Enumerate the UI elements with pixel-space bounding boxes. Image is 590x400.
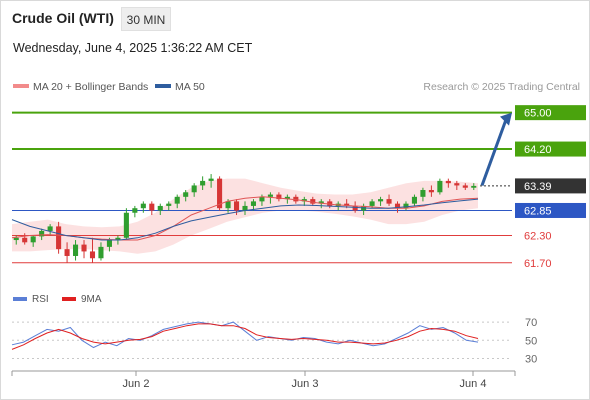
level-label: 64.20	[524, 144, 552, 156]
projection-arrowhead	[500, 112, 512, 126]
candle-body	[386, 199, 392, 204]
x-tick-label: Jun 4	[460, 378, 487, 390]
candle-body	[132, 208, 138, 213]
candle-body	[318, 201, 324, 204]
candle-body	[284, 196, 290, 200]
candle-body	[454, 183, 460, 186]
candle-body	[411, 196, 417, 204]
price-chart: 65.00 64.20 63.39 62.85 62.30 61.70	[11, 105, 586, 270]
candle-body	[47, 226, 53, 231]
legend-label-9ma: 9MA	[81, 294, 102, 305]
rsi-tick-label: 30	[525, 353, 537, 365]
level-label: 62.85	[524, 205, 552, 217]
legend-label-ma50: MA 50	[175, 81, 205, 93]
candle-body	[225, 201, 231, 209]
candle-body	[183, 192, 189, 197]
candle-body	[344, 203, 350, 206]
candle-body	[259, 196, 265, 202]
candle-body	[191, 185, 197, 193]
candle-body	[208, 178, 214, 181]
level-label: 65.00	[524, 108, 552, 120]
candle-body	[123, 212, 129, 238]
candle-body	[233, 201, 240, 211]
x-tick-label: Jun 3	[292, 378, 319, 390]
candle-body	[267, 194, 273, 197]
candle-body	[420, 190, 426, 197]
candle-body	[56, 226, 62, 250]
candle-body	[81, 244, 87, 252]
candle-body	[39, 230, 45, 237]
rsi-tick-label: 70	[525, 317, 537, 329]
candle-body	[217, 178, 223, 209]
candle-body	[89, 251, 96, 259]
candle-body	[301, 199, 307, 202]
level-label: 63.39	[524, 181, 552, 193]
candle-body	[174, 196, 180, 204]
candle-body	[437, 180, 443, 193]
candle-body	[403, 203, 409, 209]
candle-body	[140, 203, 146, 209]
candle-body	[394, 203, 401, 209]
projection-arrow	[480, 119, 508, 186]
candle-body	[166, 203, 172, 206]
candle-body	[352, 205, 358, 211]
rsi-series-line	[11, 323, 479, 350]
candle-body	[462, 185, 468, 188]
rsi-chart: 70 50 30	[11, 317, 537, 365]
datetime-label: Wednesday, June 4, 2025 1:36:22 AM CET	[13, 41, 253, 55]
page-title: Crude Oil (WTI)	[12, 10, 114, 26]
candle-body	[369, 201, 375, 206]
candle-body	[22, 237, 28, 243]
candle-body	[115, 237, 121, 241]
level-label: 62.30	[524, 231, 552, 243]
candle-body	[250, 201, 257, 206]
candle-body	[13, 237, 19, 241]
level-tag	[515, 178, 586, 194]
series-line	[11, 198, 479, 241]
candle-body	[64, 249, 70, 256]
candle-body	[276, 194, 282, 200]
candle-body	[242, 205, 248, 211]
legend-label-ma20: MA 20 + Bollinger Bands	[33, 81, 148, 93]
legend-swatch-rsi	[13, 297, 27, 301]
level-tag	[515, 202, 586, 218]
x-tick-label: Jun 2	[123, 378, 150, 390]
candle-body	[471, 185, 477, 188]
legend-swatch-9ma	[62, 297, 76, 301]
level-tag	[515, 141, 586, 157]
candle-body	[73, 244, 79, 256]
credit-text: Research © 2025 Trading Central	[423, 81, 580, 93]
candle-body	[157, 205, 163, 211]
legend-swatch-ma50	[155, 84, 171, 88]
candle-body	[293, 196, 299, 202]
level-tag	[515, 105, 586, 121]
timeframe-button[interactable]: 30 MIN	[121, 7, 171, 31]
rsi-series-line	[11, 321, 479, 349]
candle-body	[106, 240, 112, 247]
candle-body	[428, 190, 434, 193]
bollinger-band	[12, 178, 478, 254]
candle-body	[98, 246, 104, 259]
rsi-tick-label: 50	[525, 335, 537, 347]
legend-label-rsi: RSI	[32, 294, 49, 305]
candle-body	[149, 203, 155, 211]
level-label: 61.70	[524, 258, 552, 270]
candle-body	[200, 180, 206, 186]
candle-body	[30, 236, 36, 243]
candle-body	[445, 180, 451, 184]
candle-body	[378, 199, 384, 202]
candle-body	[310, 199, 316, 204]
legend-swatch-ma20	[13, 84, 29, 88]
